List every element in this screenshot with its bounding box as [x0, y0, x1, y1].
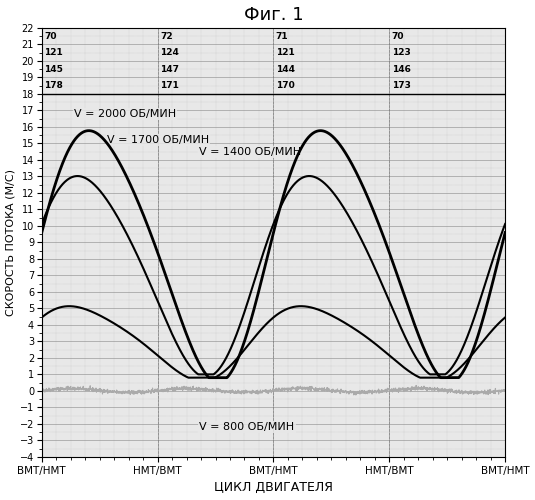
Text: 70: 70 [44, 32, 57, 40]
Text: 144: 144 [276, 64, 295, 74]
Text: 124: 124 [160, 48, 179, 57]
Text: V = 1700 ОБ/МИН: V = 1700 ОБ/МИН [106, 135, 209, 145]
Text: V = 2000 ОБ/МИН: V = 2000 ОБ/МИН [74, 108, 177, 118]
X-axis label: ЦИКЛ ДВИГАТЕЛЯ: ЦИКЛ ДВИГАТЕЛЯ [214, 482, 333, 494]
Text: 145: 145 [44, 64, 63, 74]
Text: V = 1400 ОБ/МИН: V = 1400 ОБ/МИН [200, 146, 301, 156]
Text: 147: 147 [160, 64, 179, 74]
Text: 121: 121 [276, 48, 294, 57]
Text: 72: 72 [160, 32, 172, 40]
Text: 173: 173 [392, 81, 410, 90]
Title: Фиг. 1: Фиг. 1 [243, 6, 303, 24]
Text: 121: 121 [44, 48, 63, 57]
Text: 171: 171 [160, 81, 179, 90]
Y-axis label: СКОРОСТЬ ПОТОКА (М/С): СКОРОСТЬ ПОТОКА (М/С) [5, 169, 16, 316]
Text: 170: 170 [276, 81, 294, 90]
Text: 146: 146 [392, 64, 410, 74]
Text: 123: 123 [392, 48, 410, 57]
Text: 178: 178 [44, 81, 63, 90]
Text: 71: 71 [276, 32, 288, 40]
Text: 70: 70 [392, 32, 404, 40]
Text: V = 800 ОБ/МИН: V = 800 ОБ/МИН [200, 422, 294, 432]
